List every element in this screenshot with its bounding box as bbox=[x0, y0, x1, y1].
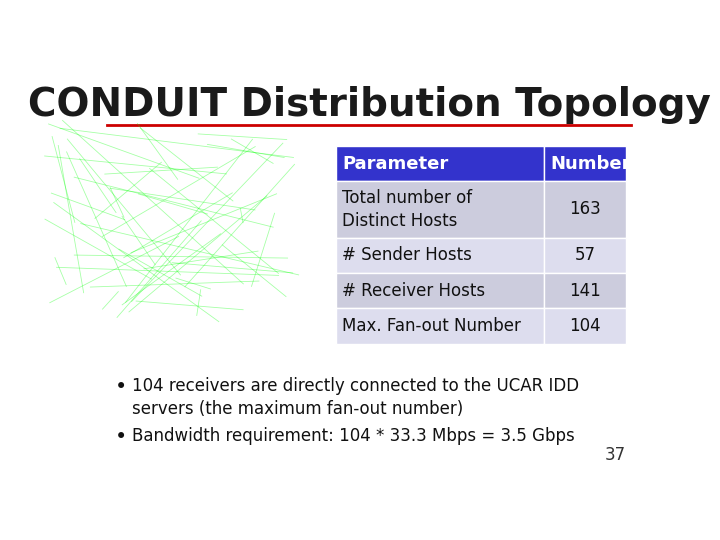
Bar bbox=[544, 181, 626, 238]
Text: 141: 141 bbox=[570, 282, 601, 300]
Text: •: • bbox=[114, 427, 127, 447]
Text: # Sender Hosts: # Sender Hosts bbox=[342, 246, 472, 265]
Bar bbox=[336, 308, 544, 344]
Bar bbox=[336, 273, 544, 308]
Bar bbox=[336, 238, 544, 273]
Bar bbox=[544, 146, 626, 181]
Text: 37: 37 bbox=[605, 446, 626, 464]
Text: 104 receivers are directly connected to the UCAR IDD
servers (the maximum fan-ou: 104 receivers are directly connected to … bbox=[132, 377, 579, 418]
Bar bbox=[544, 308, 626, 344]
Text: CONDUIT Distribution Topology: CONDUIT Distribution Topology bbox=[27, 85, 711, 124]
Text: 104: 104 bbox=[570, 317, 601, 335]
Bar bbox=[336, 181, 544, 238]
Bar bbox=[544, 238, 626, 273]
Text: Parameter: Parameter bbox=[342, 154, 449, 173]
Bar bbox=[544, 273, 626, 308]
Text: 57: 57 bbox=[575, 246, 595, 265]
Text: Bandwidth requirement: 104 * 33.3 Mbps = 3.5 Gbps: Bandwidth requirement: 104 * 33.3 Mbps =… bbox=[132, 427, 575, 444]
Text: 163: 163 bbox=[570, 200, 601, 219]
Bar bbox=[336, 146, 544, 181]
Text: •: • bbox=[114, 377, 127, 397]
Text: # Receiver Hosts: # Receiver Hosts bbox=[342, 282, 485, 300]
Text: Total number of
Distinct Hosts: Total number of Distinct Hosts bbox=[342, 190, 472, 230]
Text: Max. Fan-out Number: Max. Fan-out Number bbox=[342, 317, 521, 335]
Text: Number: Number bbox=[550, 154, 631, 173]
